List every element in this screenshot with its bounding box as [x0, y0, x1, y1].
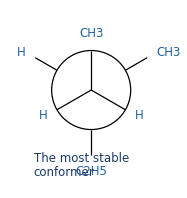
Text: CH3: CH3: [157, 46, 181, 59]
Text: conformer: conformer: [34, 166, 94, 179]
Text: C2H5: C2H5: [75, 166, 107, 178]
Text: H: H: [39, 109, 48, 122]
Text: The most stable: The most stable: [34, 152, 129, 165]
Text: CH3: CH3: [79, 27, 103, 40]
Text: H: H: [135, 109, 143, 122]
Text: H: H: [17, 46, 26, 59]
